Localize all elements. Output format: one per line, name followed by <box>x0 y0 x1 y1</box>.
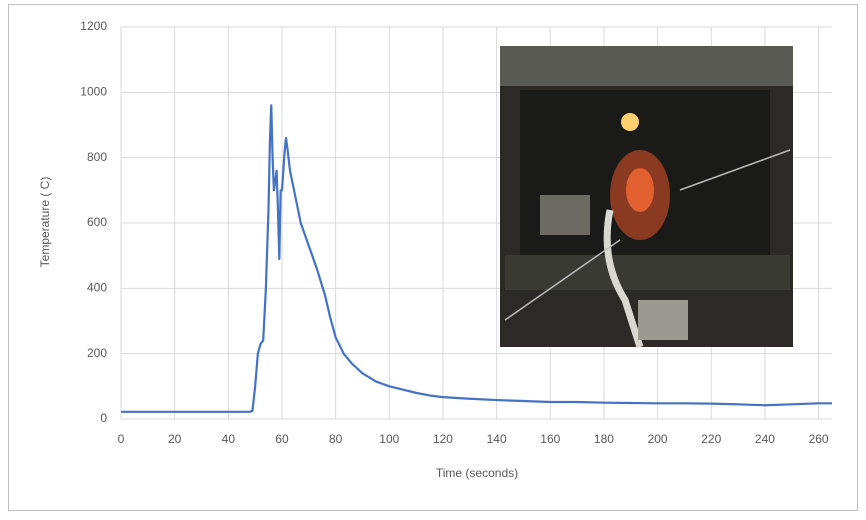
x-tick-label: 120 <box>433 432 453 446</box>
x-tick-label: 40 <box>222 432 236 446</box>
x-tick-label: 100 <box>379 432 399 446</box>
y-tick-label: 0 <box>100 411 107 425</box>
x-tick-label: 80 <box>329 432 343 446</box>
x-tick-label: 160 <box>540 432 560 446</box>
x-tick-label: 20 <box>168 432 182 446</box>
data-line <box>121 104 832 413</box>
y-tick-label: 800 <box>87 150 107 164</box>
x-tick-label: 260 <box>809 432 829 446</box>
y-tick-label: 600 <box>87 215 107 229</box>
y-tick-label: 1000 <box>80 85 107 99</box>
x-tick-label: 0 <box>118 432 125 446</box>
y-tick-label: 200 <box>87 346 107 360</box>
y-tick-label: 1200 <box>80 19 107 33</box>
x-tick-label: 140 <box>487 432 507 446</box>
x-axis-label: Time (seconds) <box>436 466 518 480</box>
inset-photo <box>500 46 793 349</box>
x-tick-label: 60 <box>275 432 289 446</box>
x-tick-label: 240 <box>755 432 775 446</box>
y-axis-label: Temperature ( C) <box>38 177 52 268</box>
y-tick-label: 400 <box>87 281 107 295</box>
x-tick-label: 180 <box>594 432 614 446</box>
x-tick-label: 200 <box>648 432 668 446</box>
x-tick-label: 220 <box>701 432 721 446</box>
